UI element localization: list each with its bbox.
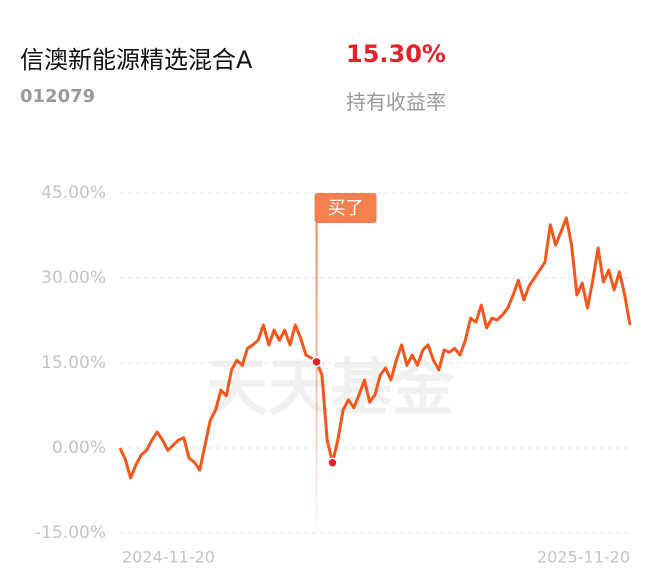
- x-tick-label: 2024-11-20: [122, 548, 215, 567]
- line: [118, 216, 632, 480]
- y-tick-label: 45.00%: [41, 183, 106, 203]
- buy-line: [315, 205, 318, 533]
- y-tick-label: 15.00%: [41, 353, 106, 373]
- marker-dot: [327, 457, 338, 468]
- marker-dot: [311, 356, 322, 368]
- y-tick-label: 30.00%: [41, 268, 106, 288]
- x-tick-label: 2025-11-20: [537, 548, 630, 567]
- y-tick-label: -15.00%: [35, 523, 106, 543]
- fund-code: 012079: [20, 86, 96, 107]
- return-label: 持有收益率: [346, 90, 446, 114]
- y-tick-label: 0.00%: [52, 438, 106, 458]
- return-value: 15.30%: [346, 40, 446, 68]
- buy-text: 买了: [328, 198, 364, 219]
- fund-name: 信澳新能源精选混合A: [20, 46, 253, 74]
- buy-tag: [314, 193, 377, 223]
